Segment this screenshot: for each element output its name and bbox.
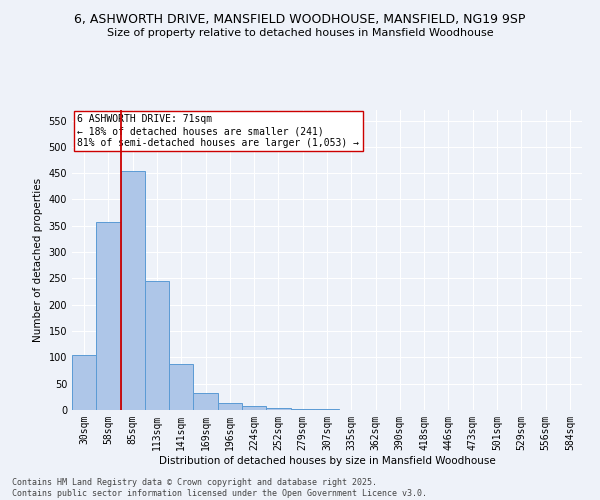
Bar (266, 408, 290, 410)
Text: 6 ASHWORTH DRIVE: 71sqm
← 18% of detached houses are smaller (241)
81% of semi-d: 6 ASHWORTH DRIVE: 71sqm ← 18% of detache… (77, 114, 359, 148)
Bar (96, 222, 121, 410)
Bar (145, 281, 169, 410)
Text: 6, ASHWORTH DRIVE, MANSFIELD WOODHOUSE, MANSFIELD, NG19 9SP: 6, ASHWORTH DRIVE, MANSFIELD WOODHOUSE, … (74, 12, 526, 26)
Bar (242, 406, 266, 410)
Y-axis label: Number of detached properties: Number of detached properties (33, 178, 43, 342)
Bar (72, 354, 96, 410)
Bar (290, 409, 315, 410)
Bar (193, 393, 218, 410)
Bar (121, 170, 145, 410)
Text: Contains HM Land Registry data © Crown copyright and database right 2025.
Contai: Contains HM Land Registry data © Crown c… (12, 478, 427, 498)
Text: Size of property relative to detached houses in Mansfield Woodhouse: Size of property relative to detached ho… (107, 28, 493, 38)
Bar (169, 364, 193, 410)
X-axis label: Distribution of detached houses by size in Mansfield Woodhouse: Distribution of detached houses by size … (158, 456, 496, 466)
Bar (218, 403, 242, 410)
